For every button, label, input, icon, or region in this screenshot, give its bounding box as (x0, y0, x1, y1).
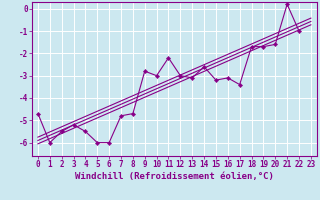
X-axis label: Windchill (Refroidissement éolien,°C): Windchill (Refroidissement éolien,°C) (75, 172, 274, 181)
